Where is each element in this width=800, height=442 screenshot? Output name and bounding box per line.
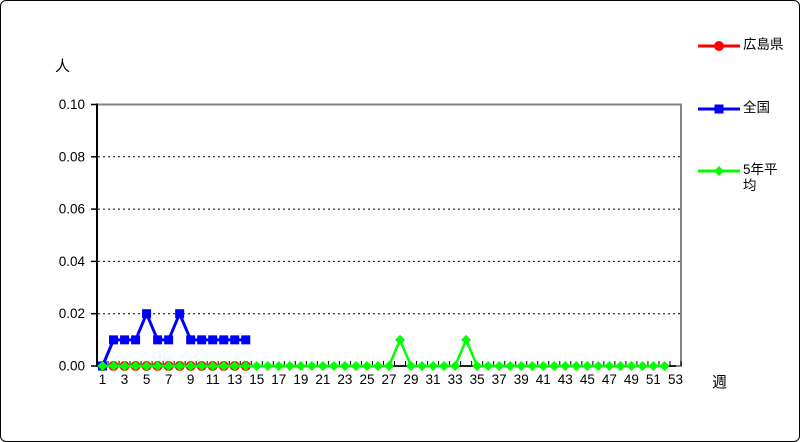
x-tick-label: 17: [271, 372, 286, 387]
x-tick-label: 41: [536, 372, 551, 387]
x-tick-label: 23: [337, 372, 352, 387]
legend-item-1: 全国: [697, 100, 789, 117]
x-tick-label: 45: [580, 372, 595, 387]
x-tick-label: 47: [602, 372, 617, 387]
x-tick-label: 49: [624, 372, 639, 387]
x-tick-label: 15: [249, 372, 264, 387]
circle-legend-marker-icon: [698, 41, 740, 51]
x-tick-label: 35: [470, 372, 485, 387]
y-tick-label: 0.06: [59, 202, 85, 217]
axes: [96, 103, 676, 367]
x-tick-label: 3: [121, 372, 129, 387]
x-tick-label: 11: [206, 372, 220, 387]
x-tick-label: 13: [227, 372, 242, 387]
x-tick-label: 27: [381, 372, 396, 387]
x-tick-label: 53: [668, 372, 683, 387]
x-tick-label: 31: [426, 372, 441, 387]
y-axis-unit-label: 人: [55, 58, 71, 75]
x-tick-label: 37: [492, 372, 507, 387]
x-tick-label: 25: [359, 372, 374, 387]
x-tick-label: 33: [448, 372, 463, 387]
y-axis-ticks: 0.00 0.02 0.04 0.06 0.08 0.10: [59, 97, 97, 374]
diamond-legend-marker-icon: [698, 166, 740, 176]
legend-label: 全国: [743, 100, 770, 115]
legend-label: 広島県: [743, 37, 784, 52]
x-tick-label: 43: [558, 372, 573, 387]
y-tick-label: 0.02: [59, 306, 85, 321]
x-tick-label: 7: [165, 372, 173, 387]
x-tick-label: 39: [514, 372, 529, 387]
x-tick-label: 51: [646, 372, 661, 387]
y-tick-label: 0.08: [59, 149, 85, 164]
legend-item-2: 5年平均: [697, 162, 789, 194]
x-tick-label: 9: [187, 372, 195, 387]
x-tick-label: 5: [143, 372, 151, 387]
series-2: [97, 334, 670, 371]
y-tick-label: 0.00: [59, 359, 85, 374]
x-tick-label: 29: [404, 372, 419, 387]
square-legend-marker-icon: [698, 104, 740, 114]
x-tick-label: 1: [99, 372, 107, 387]
y-tick-label: 0.04: [59, 254, 86, 269]
legend-label: 5年平均: [743, 162, 778, 193]
legend-item-0: 広島県: [697, 37, 789, 54]
x-tick-label: 19: [293, 372, 308, 387]
legend: 広島県全国 5年平均: [697, 1, 797, 261]
x-axis-labels: 1 3 5 7 9 11 13 15 17 19 21 23 25 27 29 31 33 35 37 39 41 43 4…: [99, 372, 683, 387]
x-tick-label: 21: [315, 372, 330, 387]
x-axis-unit-label: 週: [712, 374, 728, 391]
gridlines: [98, 156, 680, 315]
y-tick-label: 0.10: [59, 97, 85, 112]
